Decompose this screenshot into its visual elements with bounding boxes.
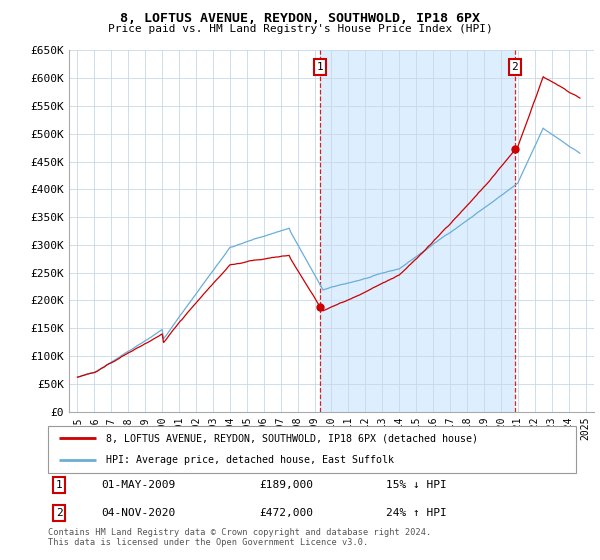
Text: 01-MAY-2009: 01-MAY-2009 — [101, 480, 175, 490]
FancyBboxPatch shape — [48, 426, 576, 473]
Text: 2: 2 — [512, 62, 518, 72]
Text: 8, LOFTUS AVENUE, REYDON, SOUTHWOLD, IP18 6PX: 8, LOFTUS AVENUE, REYDON, SOUTHWOLD, IP1… — [120, 12, 480, 25]
Text: £472,000: £472,000 — [259, 508, 313, 518]
Text: Price paid vs. HM Land Registry's House Price Index (HPI): Price paid vs. HM Land Registry's House … — [107, 24, 493, 34]
Text: 1: 1 — [56, 480, 62, 490]
Text: 04-NOV-2020: 04-NOV-2020 — [101, 508, 175, 518]
Text: 8, LOFTUS AVENUE, REYDON, SOUTHWOLD, IP18 6PX (detached house): 8, LOFTUS AVENUE, REYDON, SOUTHWOLD, IP1… — [106, 433, 478, 444]
Text: 15% ↓ HPI: 15% ↓ HPI — [386, 480, 446, 490]
Text: Contains HM Land Registry data © Crown copyright and database right 2024.
This d: Contains HM Land Registry data © Crown c… — [48, 528, 431, 547]
Text: £189,000: £189,000 — [259, 480, 313, 490]
Bar — [320, 50, 515, 412]
Text: 24% ↑ HPI: 24% ↑ HPI — [386, 508, 446, 518]
Text: 1: 1 — [317, 62, 323, 72]
Text: 2: 2 — [56, 508, 62, 518]
Text: HPI: Average price, detached house, East Suffolk: HPI: Average price, detached house, East… — [106, 455, 394, 465]
